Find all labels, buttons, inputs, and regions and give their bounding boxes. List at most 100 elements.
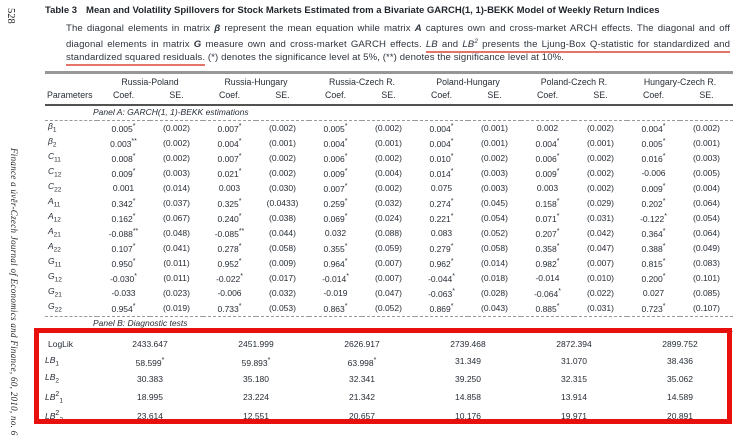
se-cell: (0.002) bbox=[163, 123, 190, 134]
coef-cell: 0.005* bbox=[641, 138, 666, 149]
panel-a-section: Panel A: GARCH(1, 1)-BEKK estimations β1 0… bbox=[45, 104, 733, 317]
se-cell: (0.032) bbox=[375, 198, 402, 209]
pair-header: Poland-Hungary bbox=[436, 77, 500, 88]
coef-cell: 0.007* bbox=[217, 153, 242, 164]
se-cell: (0.002) bbox=[375, 123, 402, 134]
parameter-cell: A21 bbox=[48, 226, 61, 239]
parameters-header: Parameters bbox=[45, 88, 97, 106]
coef-cell: 0.006* bbox=[323, 153, 348, 164]
coef-cell: 0.863* bbox=[323, 303, 348, 314]
coef-cell: 0.207* bbox=[535, 228, 560, 239]
se-cell: (0.058) bbox=[481, 243, 508, 254]
se-header: SE. bbox=[574, 88, 627, 106]
se-cell: (0.064) bbox=[693, 228, 720, 239]
coef-cell: 0.009* bbox=[323, 168, 348, 179]
coef-cell: 0.006* bbox=[535, 153, 560, 164]
coef-cell: 0.355* bbox=[323, 243, 348, 254]
coef-cell: 0.027 bbox=[642, 288, 665, 299]
statistic-cell: 63.998* bbox=[347, 356, 377, 368]
coef-cell: -0.014 bbox=[535, 273, 560, 284]
se-cell: (0.003) bbox=[163, 168, 190, 179]
table-row: C22 0.001 (0.014) 0.003 (0.030) 0.007* (0.002)… bbox=[45, 181, 733, 196]
statistic-cell: 35.062 bbox=[667, 374, 693, 385]
coef-cell: 0.069* bbox=[323, 213, 348, 224]
coef-cell: -0.033 bbox=[111, 288, 136, 299]
se-cell: (0.059) bbox=[375, 243, 402, 254]
statistic-cell: 2626.917 bbox=[344, 339, 380, 350]
se-cell: (0.001) bbox=[375, 138, 402, 149]
caption-text: measure own and cross-market GARCH effec… bbox=[201, 39, 426, 51]
coef-cell: 0.004* bbox=[323, 138, 348, 149]
coef-cell: 0.009* bbox=[641, 183, 666, 194]
statistic-cell: 19.971 bbox=[561, 411, 587, 422]
coef-cell: -0.064* bbox=[534, 288, 561, 299]
coef-cell: 0.723* bbox=[641, 303, 666, 314]
coef-cell: 0.815* bbox=[641, 258, 666, 269]
coef-cell: 0.952* bbox=[217, 258, 242, 269]
coef-cell: 0.003 bbox=[536, 183, 559, 194]
caption-text: A bbox=[414, 23, 422, 34]
se-cell: (0.002) bbox=[481, 153, 508, 164]
results-table: Russia-Poland Russia-Hungary Russia-Czech … bbox=[45, 71, 733, 426]
coef-cell: 0.009* bbox=[111, 168, 136, 179]
statistic-cell: 20.657 bbox=[349, 411, 375, 422]
caption-text: (*) denotes the significance level at 5%… bbox=[205, 52, 565, 64]
statistic-cell: 2899.752 bbox=[662, 339, 698, 350]
statistic-cell: 10.176 bbox=[455, 411, 481, 422]
se-cell: (0.028) bbox=[481, 288, 508, 299]
caption-text: captures own and cross-market ARCH effec… bbox=[66, 23, 730, 51]
parameter-cell: G22 bbox=[48, 301, 62, 314]
statistic-cell: 12.551 bbox=[243, 411, 269, 422]
coef-cell: 0.004* bbox=[641, 123, 666, 134]
coef-cell: -0.044* bbox=[428, 273, 455, 284]
statistic-cell: 32.341 bbox=[349, 374, 375, 385]
statistic-cell: 13.914 bbox=[561, 392, 587, 403]
caption-underlined-text: and bbox=[437, 39, 463, 53]
se-cell: (0.067) bbox=[163, 213, 190, 224]
se-cell: (0.042) bbox=[587, 228, 614, 239]
table-row: LB1 58.599* 59.893* 63.998* 31.349 31.070 38.4… bbox=[45, 353, 733, 371]
se-cell: (0.014) bbox=[481, 258, 508, 269]
se-cell: (0.014) bbox=[163, 183, 190, 194]
se-cell: (0.018) bbox=[481, 273, 508, 284]
pair-header: Hungary-Czech R. bbox=[643, 77, 717, 88]
coef-cell: 0.950* bbox=[111, 258, 136, 269]
table-header: Russia-Poland Russia-Hungary Russia-Czech … bbox=[45, 73, 733, 106]
coef-cell: 0.016* bbox=[641, 153, 666, 164]
coef-cell: -0.006 bbox=[217, 288, 242, 299]
table-row: LB2 30.383 35.180 32.341 39.250 32.315 35.062 bbox=[45, 371, 733, 389]
se-cell: (0.001) bbox=[481, 138, 508, 149]
coef-cell: 0.009* bbox=[535, 168, 560, 179]
coef-cell: 0.083 bbox=[430, 228, 453, 239]
statistic-cell: 31.349 bbox=[455, 356, 481, 367]
coef-cell: 0.388* bbox=[641, 243, 666, 254]
table-row: LB21 18.995 23.224 21.342 14.858 13.914 14.589 bbox=[45, 388, 733, 407]
coef-cell: 0.008* bbox=[111, 153, 136, 164]
se-cell: (0.054) bbox=[693, 213, 720, 224]
statistic-cell: 2872.394 bbox=[556, 339, 592, 350]
coef-cell: -0.063* bbox=[428, 288, 455, 299]
se-cell: (0.007) bbox=[587, 258, 614, 269]
se-header: SE. bbox=[256, 88, 309, 106]
coef-cell: 0.075 bbox=[430, 183, 453, 194]
table-row: LogLik 2433.647 2451.999 2626.917 2739.468 28… bbox=[45, 331, 733, 353]
caption-text: β bbox=[214, 23, 221, 34]
statistic-cell: 23.614 bbox=[137, 411, 163, 422]
coef-cell: -0.006 bbox=[641, 168, 666, 179]
se-cell: (0.053) bbox=[269, 303, 296, 314]
coef-cell: 0.954* bbox=[111, 303, 136, 314]
se-cell: (0.002) bbox=[587, 183, 614, 194]
se-cell: (0.004) bbox=[375, 168, 402, 179]
table-row: C12 0.009* (0.003) 0.021* (0.002) 0.009* (0.00… bbox=[45, 166, 733, 181]
se-cell: (0.011) bbox=[163, 273, 190, 284]
se-cell: (0.022) bbox=[587, 288, 614, 299]
coef-cell: 0.010* bbox=[429, 153, 454, 164]
se-header: SE. bbox=[468, 88, 521, 106]
journal-title-sidebar: Finance a úvěr-Czech Journal of Economic… bbox=[9, 148, 19, 436]
coef-cell: -0.085** bbox=[214, 228, 245, 239]
parameter-cell: LogLik bbox=[48, 339, 74, 350]
se-cell: (0.101) bbox=[693, 273, 720, 284]
se-cell: (0.085) bbox=[693, 288, 720, 299]
coef-cell: -0.122* bbox=[640, 213, 667, 224]
statistic-cell: 23.224 bbox=[243, 392, 269, 403]
